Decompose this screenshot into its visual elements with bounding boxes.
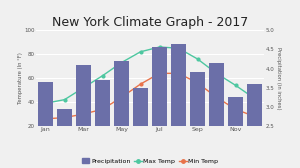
Bar (248, 84, 262, 168)
Title: New York Climate Graph - 2017: New York Climate Graph - 2017 (52, 16, 248, 29)
Bar (76, 65, 91, 168)
Bar (209, 63, 224, 168)
Bar (134, 88, 148, 168)
Bar (38, 82, 52, 168)
Bar (228, 97, 243, 168)
Bar (190, 72, 205, 168)
Legend: Precipitation, Max Temp, Min Temp: Precipitation, Max Temp, Min Temp (79, 156, 221, 166)
Y-axis label: Temperature (In °F): Temperature (In °F) (18, 52, 23, 104)
Bar (114, 61, 129, 168)
Bar (95, 80, 110, 168)
Y-axis label: Precipitation (in inches): Precipitation (in inches) (275, 47, 281, 109)
Bar (171, 44, 186, 168)
Bar (57, 109, 72, 168)
Bar (152, 48, 167, 168)
